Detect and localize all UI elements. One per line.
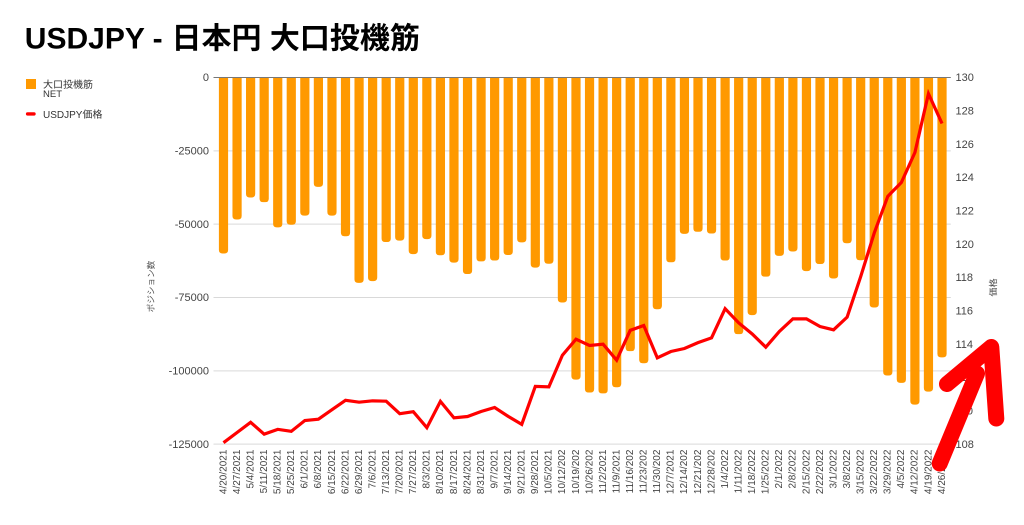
svg-text:8/24/2021: 8/24/2021	[462, 449, 473, 494]
svg-text:0: 0	[203, 72, 209, 84]
svg-text:10/12/202: 10/12/202	[557, 449, 568, 494]
svg-text:12/21/202: 12/21/202	[693, 449, 704, 494]
svg-text:3/8/2022: 3/8/2022	[842, 449, 853, 488]
svg-text:1/18/2022: 1/18/2022	[747, 449, 758, 494]
svg-text:USDJPY -: USDJPY -	[25, 23, 171, 56]
svg-text:108: 108	[956, 439, 974, 451]
svg-text:130: 130	[956, 72, 974, 84]
svg-text:122: 122	[956, 206, 974, 218]
svg-text:NET: NET	[43, 89, 62, 100]
svg-text:9/14/2021: 9/14/2021	[503, 449, 514, 494]
svg-text:8/3/2021: 8/3/2021	[422, 449, 433, 488]
svg-text:126: 126	[956, 139, 974, 151]
svg-text:4/5/2022: 4/5/2022	[896, 449, 907, 488]
svg-text:11/16/202: 11/16/202	[625, 449, 636, 493]
svg-text:6/1/2021: 6/1/2021	[300, 449, 311, 488]
svg-text:5/25/2021: 5/25/2021	[286, 449, 297, 494]
svg-text:8/17/2021: 8/17/2021	[449, 449, 460, 494]
svg-text:4/27/2021: 4/27/2021	[232, 449, 243, 494]
svg-text:11/2/2021: 11/2/2021	[598, 449, 609, 493]
svg-text:3/1/2022: 3/1/2022	[828, 449, 839, 488]
svg-text:11/9/2021: 11/9/2021	[611, 449, 622, 493]
svg-text:3/22/2022: 3/22/2022	[869, 449, 880, 494]
svg-text:5/11/2021: 5/11/2021	[259, 449, 270, 493]
svg-text:116: 116	[956, 306, 974, 318]
svg-text:4/26/2022: 4/26/2022	[937, 449, 948, 494]
svg-text:1/4/2022: 1/4/2022	[720, 449, 731, 488]
svg-text:4/20/2021: 4/20/2021	[218, 449, 229, 494]
svg-text:5/4/2021: 5/4/2021	[245, 449, 256, 488]
svg-text:9/28/2021: 9/28/2021	[530, 449, 541, 494]
svg-text:7/6/2021: 7/6/2021	[367, 449, 378, 488]
svg-text:124: 124	[956, 172, 974, 184]
svg-text:6/29/2021: 6/29/2021	[354, 449, 365, 494]
svg-text:3/29/2022: 3/29/2022	[883, 449, 894, 494]
svg-text:128: 128	[956, 106, 974, 118]
svg-text:1/11/2022: 1/11/2022	[733, 449, 744, 493]
svg-text:-75000: -75000	[175, 292, 209, 304]
svg-text:-50000: -50000	[175, 219, 209, 231]
svg-text:-100000: -100000	[169, 366, 209, 378]
svg-text:11/23/202: 11/23/202	[639, 449, 650, 493]
svg-text:7/13/2021: 7/13/2021	[381, 449, 392, 494]
svg-text:10/5/2021: 10/5/2021	[544, 449, 555, 494]
svg-text:-125000: -125000	[169, 439, 209, 451]
svg-text:12/14/202: 12/14/202	[679, 449, 690, 494]
svg-text:-25000: -25000	[175, 146, 209, 158]
svg-text:1/25/2022: 1/25/2022	[761, 449, 772, 494]
svg-text:120: 120	[956, 239, 974, 251]
svg-text:4/12/2022: 4/12/2022	[910, 449, 921, 494]
svg-text:8/31/2021: 8/31/2021	[476, 449, 487, 494]
svg-text:2/1/2022: 2/1/2022	[774, 449, 785, 488]
svg-text:7/27/2021: 7/27/2021	[408, 449, 419, 494]
svg-text:3/15/2022: 3/15/2022	[855, 449, 866, 494]
svg-text:10/19/202: 10/19/202	[571, 449, 582, 494]
svg-text:9/21/2021: 9/21/2021	[517, 449, 528, 494]
svg-text:9/7/2021: 9/7/2021	[489, 449, 500, 488]
svg-text:8/10/2021: 8/10/2021	[435, 449, 446, 494]
svg-text:2/8/2022: 2/8/2022	[788, 449, 799, 488]
svg-text:6/15/2021: 6/15/2021	[327, 449, 338, 494]
svg-text:4/19/2022: 4/19/2022	[923, 449, 934, 494]
svg-text:7/20/2021: 7/20/2021	[395, 449, 406, 494]
svg-text:12/28/202: 12/28/202	[706, 449, 717, 494]
svg-text:11/30/202: 11/30/202	[652, 449, 663, 493]
svg-text:USDJPY: USDJPY	[43, 110, 83, 121]
svg-text:10/26/202: 10/26/202	[584, 449, 595, 494]
svg-text:118: 118	[956, 272, 974, 284]
svg-text:2/15/2022: 2/15/2022	[801, 449, 812, 494]
svg-text:2/22/2022: 2/22/2022	[815, 449, 826, 494]
svg-text:12/7/2021: 12/7/2021	[666, 449, 677, 494]
svg-text:6/22/2021: 6/22/2021	[340, 449, 351, 494]
svg-text:114: 114	[956, 339, 974, 351]
svg-text:6/8/2021: 6/8/2021	[313, 449, 324, 488]
svg-text:5/18/2021: 5/18/2021	[273, 449, 284, 494]
